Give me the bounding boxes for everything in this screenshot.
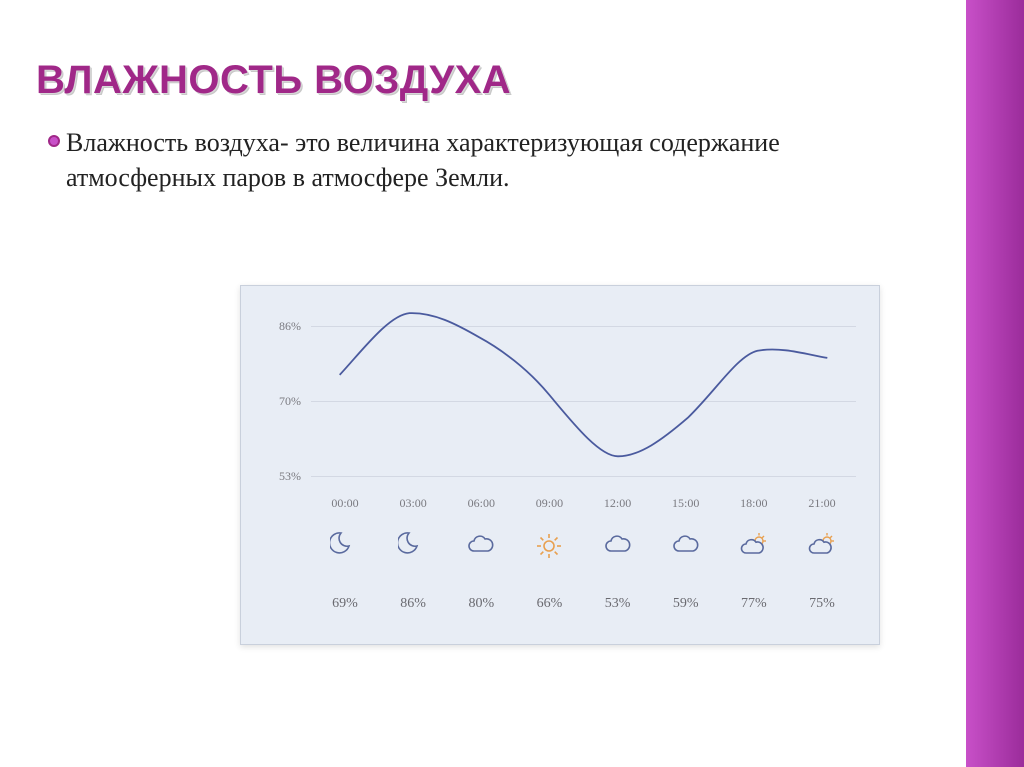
- moon-icon: [379, 531, 447, 561]
- time-label: 00:00: [311, 496, 379, 511]
- time-label: 15:00: [652, 496, 720, 511]
- humidity-value: 75%: [788, 596, 856, 612]
- time-label: 18:00: [720, 496, 788, 511]
- cloud-icon: [652, 531, 720, 561]
- body-text: Влажность воздуха- это величина характер…: [66, 125, 886, 195]
- slide-title: ВЛАЖНОСТЬ ВОЗДУХА: [36, 58, 944, 103]
- cloud-icon: [584, 531, 652, 561]
- chart-plot-area: [311, 306, 856, 476]
- humidity-chart: 86% 70% 53% 00:0003:0006:0009:0012:0015:…: [240, 285, 880, 645]
- suncloud-icon: [720, 531, 788, 561]
- cloud-icon: [447, 531, 515, 561]
- time-label: 12:00: [584, 496, 652, 511]
- time-label: 21:00: [788, 496, 856, 511]
- humidity-value: 69%: [311, 596, 379, 612]
- y-axis-label: 53%: [261, 469, 301, 484]
- time-row: 00:0003:0006:0009:0012:0015:0018:0021:00: [311, 496, 856, 511]
- time-label: 06:00: [447, 496, 515, 511]
- bullet-icon: [48, 135, 60, 147]
- y-axis-label: 70%: [261, 394, 301, 409]
- humidity-value: 66%: [515, 596, 583, 612]
- body-row: Влажность воздуха- это величина характер…: [36, 125, 944, 195]
- time-label: 03:00: [379, 496, 447, 511]
- sun-icon: [515, 531, 583, 561]
- grid-line: [311, 476, 856, 477]
- humidity-curve: [311, 306, 856, 476]
- humidity-value: 77%: [720, 596, 788, 612]
- suncloud-icon: [788, 531, 856, 561]
- moon-icon: [311, 531, 379, 561]
- humidity-value: 86%: [379, 596, 447, 612]
- slide-content: ВЛАЖНОСТЬ ВОЗДУХА Влажность воздуха- это…: [0, 0, 1024, 195]
- humidity-value: 53%: [584, 596, 652, 612]
- humidity-value: 80%: [447, 596, 515, 612]
- side-accent-bar: [966, 0, 1024, 767]
- y-axis-label: 86%: [261, 319, 301, 334]
- humidity-row: 69%86%80%66%53%59%77%75%: [311, 596, 856, 612]
- icon-row: [311, 531, 856, 561]
- time-label: 09:00: [515, 496, 583, 511]
- humidity-value: 59%: [652, 596, 720, 612]
